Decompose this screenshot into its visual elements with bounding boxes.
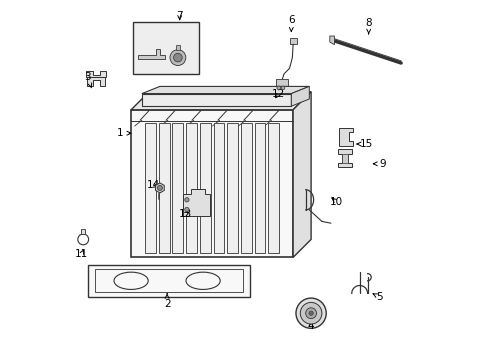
Text: 7: 7 bbox=[176, 11, 183, 21]
Polygon shape bbox=[86, 71, 106, 77]
Polygon shape bbox=[81, 229, 85, 234]
Polygon shape bbox=[88, 265, 249, 297]
Polygon shape bbox=[213, 123, 224, 253]
Polygon shape bbox=[186, 123, 197, 253]
Text: 2: 2 bbox=[163, 294, 170, 309]
Polygon shape bbox=[254, 123, 265, 253]
Polygon shape bbox=[142, 94, 291, 106]
Text: 12: 12 bbox=[271, 89, 285, 99]
Text: 4: 4 bbox=[307, 321, 314, 331]
Text: 8: 8 bbox=[365, 18, 371, 34]
Circle shape bbox=[157, 185, 162, 190]
Circle shape bbox=[184, 198, 189, 202]
Polygon shape bbox=[341, 154, 347, 163]
Polygon shape bbox=[241, 123, 251, 253]
Polygon shape bbox=[131, 92, 310, 110]
Polygon shape bbox=[338, 128, 352, 146]
Circle shape bbox=[184, 207, 189, 212]
Text: 13: 13 bbox=[178, 209, 191, 219]
Polygon shape bbox=[155, 183, 164, 193]
Text: 15: 15 bbox=[356, 139, 373, 149]
Polygon shape bbox=[268, 123, 279, 253]
Circle shape bbox=[295, 298, 325, 328]
Circle shape bbox=[305, 308, 316, 319]
Polygon shape bbox=[138, 49, 165, 59]
Bar bbox=[133, 22, 199, 74]
Text: 10: 10 bbox=[329, 197, 342, 207]
Text: 6: 6 bbox=[287, 15, 294, 31]
Text: 9: 9 bbox=[373, 159, 386, 169]
Polygon shape bbox=[131, 110, 292, 257]
Polygon shape bbox=[176, 45, 179, 50]
Polygon shape bbox=[145, 123, 156, 253]
Polygon shape bbox=[183, 189, 210, 216]
Text: 11: 11 bbox=[75, 249, 88, 259]
Circle shape bbox=[308, 311, 313, 315]
Polygon shape bbox=[289, 38, 297, 44]
Text: 14: 14 bbox=[147, 180, 160, 190]
Polygon shape bbox=[142, 86, 309, 94]
Polygon shape bbox=[275, 79, 288, 90]
Text: 3: 3 bbox=[84, 72, 92, 88]
Polygon shape bbox=[292, 92, 310, 257]
Polygon shape bbox=[159, 123, 169, 253]
Polygon shape bbox=[227, 123, 238, 253]
Text: 5: 5 bbox=[372, 292, 382, 302]
Polygon shape bbox=[200, 123, 210, 253]
Circle shape bbox=[173, 53, 182, 62]
Polygon shape bbox=[87, 77, 105, 86]
Circle shape bbox=[300, 302, 321, 324]
Circle shape bbox=[170, 50, 185, 66]
Polygon shape bbox=[329, 36, 334, 45]
Text: 1: 1 bbox=[117, 128, 131, 138]
Polygon shape bbox=[291, 86, 309, 106]
Circle shape bbox=[281, 86, 284, 90]
Polygon shape bbox=[172, 123, 183, 253]
Circle shape bbox=[276, 86, 280, 90]
Polygon shape bbox=[337, 149, 351, 167]
